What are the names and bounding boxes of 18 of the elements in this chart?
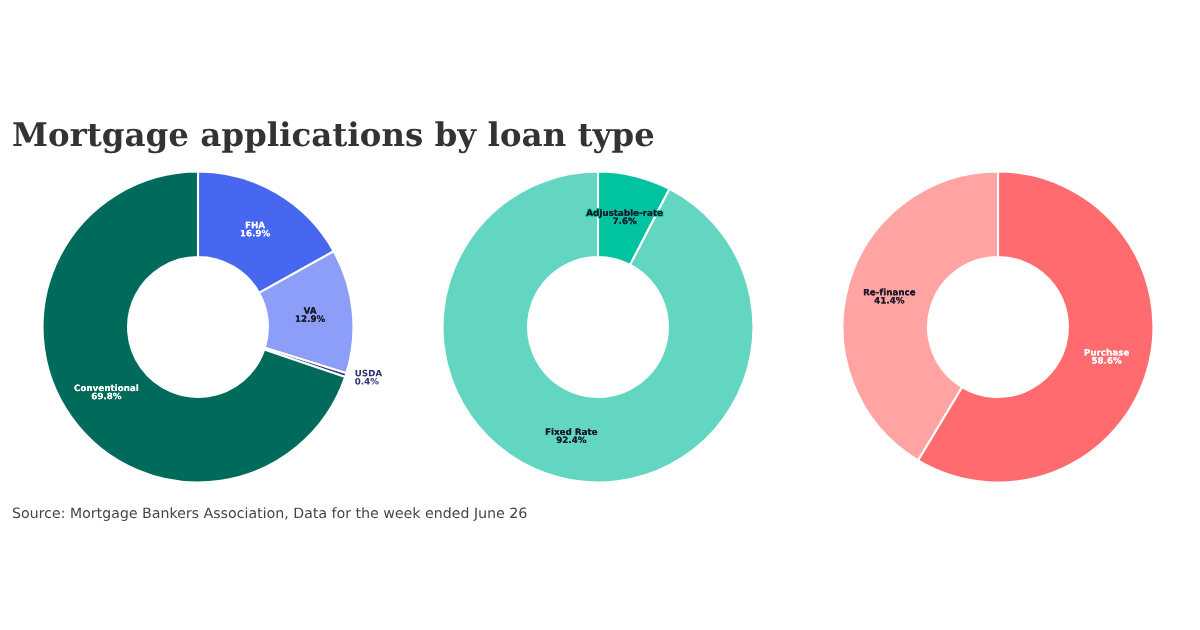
source-note: Source: Mortgage Bankers Association, Data for the week ended June 26 bbox=[12, 507, 527, 521]
donut-slice bbox=[441, 170, 755, 484]
slice-label: Conventional bbox=[74, 384, 139, 392]
data-label: 92.4% bbox=[556, 436, 587, 444]
slice-label: Fixed Rate bbox=[545, 428, 598, 435]
data-label: 7.6% bbox=[613, 217, 637, 225]
slice-label: Re-finance bbox=[863, 288, 916, 296]
slice-label: VA bbox=[303, 307, 317, 314]
slice-label: USDA bbox=[355, 369, 383, 377]
data-label: 16.9% bbox=[240, 229, 270, 237]
chart-title: Mortgage applications by loan type bbox=[13, 121, 654, 154]
data-label: 41.4% bbox=[874, 296, 905, 304]
data-label: 0.4% bbox=[355, 377, 379, 385]
data-label: 69.8% bbox=[91, 392, 122, 400]
slice-label: FHA bbox=[245, 221, 266, 229]
data-label: 58.6% bbox=[1092, 357, 1122, 364]
slice-label: Purchase bbox=[1084, 348, 1129, 356]
data-label: 12.9% bbox=[295, 315, 325, 322]
